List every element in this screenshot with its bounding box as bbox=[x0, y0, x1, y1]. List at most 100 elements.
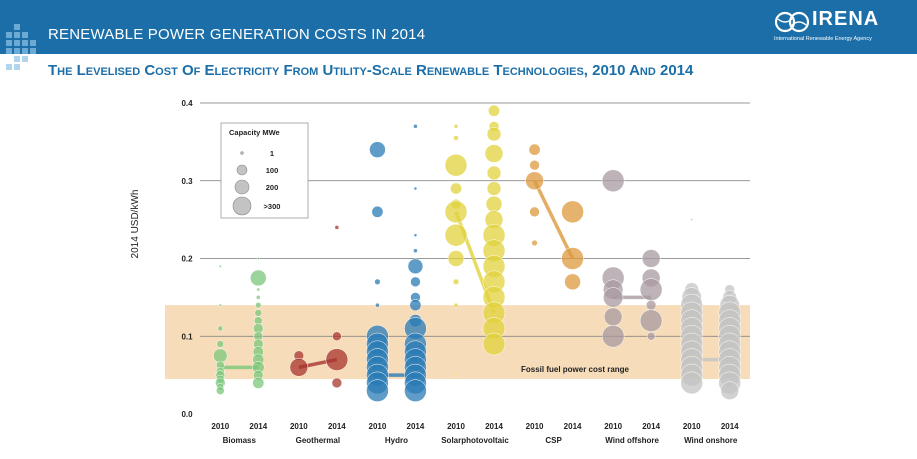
legend-label: 200 bbox=[266, 183, 279, 192]
y-axis-label: 2014 USD/kWh bbox=[130, 190, 141, 259]
data-point-2014 bbox=[409, 299, 422, 312]
y-tick-label: 0.2 bbox=[181, 255, 193, 264]
legend-marker bbox=[240, 151, 244, 155]
legend-marker bbox=[232, 196, 252, 216]
decorative-square bbox=[22, 48, 28, 54]
data-point-2010 bbox=[453, 135, 459, 141]
legend-marker bbox=[234, 179, 250, 195]
header-banner: RENEWABLE POWER GENERATION COSTS IN 2014… bbox=[0, 0, 917, 54]
data-point-2014 bbox=[413, 248, 418, 253]
data-point-2014 bbox=[720, 381, 739, 400]
data-point-2014 bbox=[332, 331, 342, 341]
x-category-label: Solarphotovoltaic bbox=[441, 436, 509, 445]
decorative-square bbox=[14, 64, 20, 70]
category-biomass bbox=[213, 257, 267, 395]
data-point-2014 bbox=[256, 257, 260, 260]
legend-marker bbox=[236, 164, 248, 176]
data-point-2010 bbox=[454, 373, 458, 377]
data-point-2010 bbox=[450, 182, 462, 195]
data-point-2010 bbox=[369, 141, 386, 158]
category-geothermal bbox=[289, 225, 349, 389]
data-point-2014 bbox=[641, 249, 661, 268]
data-point-2010 bbox=[601, 169, 625, 192]
data-point-2010 bbox=[529, 206, 540, 218]
decorative-squares bbox=[6, 24, 36, 70]
decorative-square bbox=[14, 32, 20, 38]
decorative-square bbox=[6, 32, 12, 38]
category-wind-onshore bbox=[680, 218, 741, 400]
x-year-label: 2014 bbox=[407, 422, 425, 431]
x-year-label: 2014 bbox=[485, 422, 503, 431]
decorative-square bbox=[6, 40, 12, 46]
data-point-2010 bbox=[603, 307, 623, 327]
data-point-2010 bbox=[218, 264, 222, 268]
band-label: Fossil fuel power cost range bbox=[521, 365, 630, 374]
data-point-2014 bbox=[256, 295, 261, 300]
data-point-2010 bbox=[289, 358, 309, 377]
data-point-2014 bbox=[413, 186, 418, 191]
logo-subtext: International Renewable Energy Agency bbox=[774, 36, 872, 42]
x-year-label: 2010 bbox=[447, 422, 465, 431]
data-point-2014 bbox=[561, 200, 584, 224]
data-point-2014 bbox=[252, 376, 265, 389]
x-year-label: 2010 bbox=[369, 422, 387, 431]
data-point-2014 bbox=[486, 181, 502, 196]
data-point-2014 bbox=[413, 124, 418, 129]
x-year-label: 2014 bbox=[721, 422, 739, 431]
data-point-2014 bbox=[325, 348, 349, 371]
data-point-2014 bbox=[413, 233, 418, 237]
data-point-2010 bbox=[452, 278, 460, 285]
y-tick-label: 0.3 bbox=[181, 177, 193, 186]
data-point-2014 bbox=[250, 269, 267, 287]
data-point-2014 bbox=[639, 278, 663, 301]
x-category-label: Geothermal bbox=[296, 436, 340, 445]
data-point-2010 bbox=[447, 250, 465, 267]
y-tick-label: 0.1 bbox=[181, 332, 193, 341]
data-point-2010 bbox=[444, 200, 468, 224]
y-tick-label: 0.0 bbox=[181, 410, 193, 419]
x-year-label: 2010 bbox=[290, 422, 308, 431]
data-point-2014 bbox=[486, 126, 502, 142]
logo-wordmark: IRENA bbox=[812, 8, 880, 30]
x-year-label: 2010 bbox=[604, 422, 622, 431]
data-point-2014 bbox=[564, 273, 581, 291]
data-point-2010 bbox=[217, 325, 224, 332]
decorative-square bbox=[22, 40, 28, 46]
data-point-2010 bbox=[528, 143, 541, 156]
data-point-2014 bbox=[645, 299, 657, 311]
x-category-label: Biomass bbox=[223, 436, 257, 445]
data-point-2014 bbox=[488, 104, 500, 117]
data-point-2010 bbox=[371, 205, 384, 218]
data-point-2010 bbox=[366, 379, 389, 402]
x-year-label: 2014 bbox=[328, 422, 346, 431]
x-year-label: 2014 bbox=[642, 422, 660, 431]
decorative-square bbox=[14, 24, 20, 30]
legend-label: >300 bbox=[264, 202, 281, 211]
data-point-2014 bbox=[486, 165, 502, 181]
data-point-2010 bbox=[375, 302, 380, 308]
data-point-2014 bbox=[482, 332, 506, 356]
data-point-2014 bbox=[646, 331, 656, 341]
x-category-label: Wind onshore bbox=[684, 436, 738, 445]
legend-label: 100 bbox=[266, 166, 279, 175]
data-point-2010 bbox=[374, 278, 381, 285]
decorative-square bbox=[30, 40, 36, 46]
data-point-2010 bbox=[601, 325, 625, 348]
x-year-label: 2014 bbox=[564, 422, 582, 431]
decorative-square bbox=[22, 32, 28, 38]
data-point-2010 bbox=[531, 239, 538, 247]
data-point-2014 bbox=[334, 225, 340, 230]
data-point-2010 bbox=[529, 160, 540, 171]
data-point-2010 bbox=[453, 124, 459, 129]
category-csp bbox=[525, 143, 584, 291]
category-wind-offshore bbox=[601, 169, 663, 348]
data-point-2014 bbox=[407, 258, 424, 275]
y-tick-label: 0.4 bbox=[181, 99, 193, 108]
decorative-square bbox=[6, 64, 12, 70]
data-point-2010 bbox=[444, 223, 468, 247]
data-point-2010 bbox=[216, 386, 225, 395]
page-title: RENEWABLE POWER GENERATION COSTS IN 2014 bbox=[48, 26, 426, 43]
x-category-label: Wind offshore bbox=[605, 436, 659, 445]
chart-title: The Levelised Cost Of Electricity From U… bbox=[48, 62, 694, 79]
